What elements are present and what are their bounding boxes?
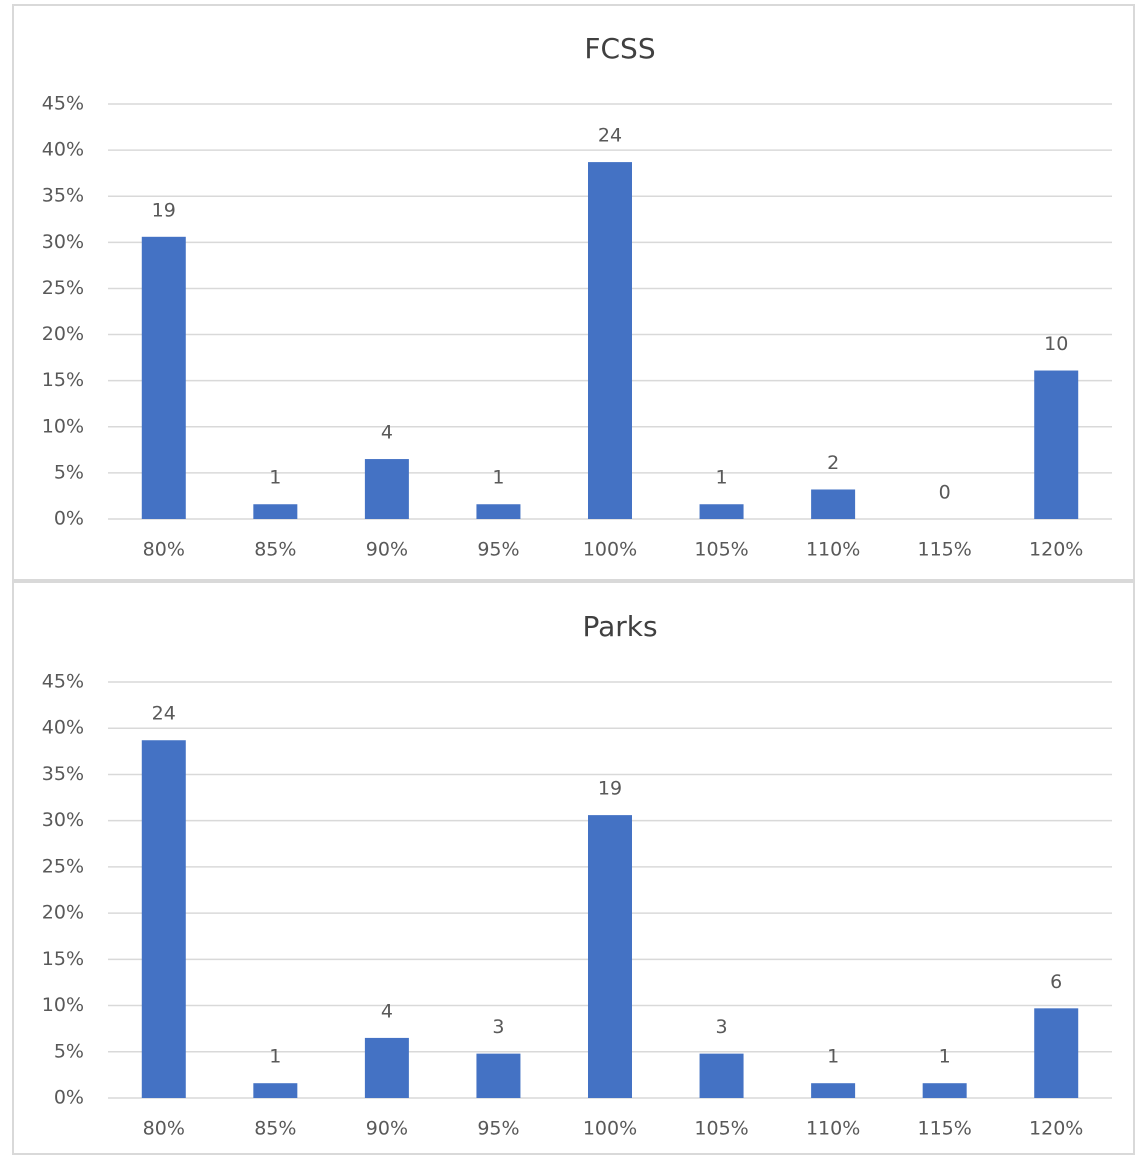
bar [141,740,186,1098]
bar [253,1083,298,1098]
bar [1034,370,1079,519]
x-tick-label: 105% [694,539,748,561]
y-tick-label: 0% [54,1087,84,1109]
y-tick-label: 10% [42,994,84,1016]
y-tick-label: 5% [54,1040,84,1062]
y-tick-label: 5% [54,461,84,483]
x-tick-label: 120% [1029,1118,1083,1140]
x-tick-label: 90% [366,539,408,561]
panel-frame [12,4,1135,581]
data-label: 1 [269,467,281,489]
chart-title: Parks [582,610,657,643]
bar [588,815,632,1098]
bar [141,236,186,520]
bar [476,504,521,519]
y-tick-label: 35% [42,185,84,207]
bar [1034,1008,1079,1098]
bar [588,162,632,519]
x-tick-label: 110% [806,1118,860,1140]
data-label: 0 [939,482,951,504]
x-tick-label: 95% [477,1118,519,1140]
y-tick-label: 30% [42,809,84,831]
x-tick-label: 85% [254,539,296,561]
y-tick-label: 40% [42,717,84,739]
data-label: 4 [381,422,393,444]
data-label: 1 [827,1046,839,1068]
data-label: 6 [1050,971,1062,993]
x-tick-label: 80% [143,539,185,561]
bar [699,1053,744,1098]
bar [364,1037,409,1098]
chart-title: FCSS [584,32,655,65]
x-tick-label: 115% [918,1118,972,1140]
data-label: 1 [939,1046,951,1068]
y-tick-label: 30% [42,231,84,253]
y-tick-label: 40% [42,139,84,161]
y-tick-label: 35% [42,763,84,785]
y-tick-label: 0% [54,508,84,530]
data-label: 2 [827,452,839,474]
y-tick-label: 15% [42,369,84,391]
data-label: 1 [492,467,504,489]
data-label: 4 [381,1000,393,1022]
bar [922,1083,967,1098]
bar [476,1053,521,1098]
y-tick-label: 20% [42,902,84,924]
y-tick-label: 20% [42,323,84,345]
x-tick-label: 120% [1029,539,1083,561]
bar [364,459,409,519]
x-tick-label: 110% [806,539,860,561]
y-tick-label: 45% [42,93,84,115]
x-tick-label: 100% [583,1118,637,1140]
x-tick-label: 115% [918,539,972,561]
y-tick-label: 25% [42,277,84,299]
x-tick-label: 80% [143,1118,185,1140]
y-tick-label: 10% [42,415,84,437]
x-tick-label: 90% [366,1118,408,1140]
y-tick-label: 15% [42,948,84,970]
x-tick-label: 95% [477,539,519,561]
data-label: 3 [492,1016,504,1038]
data-label: 24 [152,703,176,725]
bar [253,504,298,519]
x-tick-label: 100% [583,539,637,561]
data-label: 10 [1044,333,1068,355]
data-label: 24 [598,125,622,147]
data-label: 3 [716,1016,728,1038]
y-tick-label: 25% [42,855,84,877]
bar [811,489,856,519]
bar [699,504,744,519]
y-tick-label: 45% [42,671,84,693]
x-tick-label: 85% [254,1118,296,1140]
panel-frame [12,581,1135,1155]
data-label: 1 [269,1046,281,1068]
data-label: 19 [598,778,622,800]
x-tick-label: 105% [694,1118,748,1140]
data-label: 19 [152,199,176,221]
data-label: 1 [716,467,728,489]
bar [811,1083,856,1098]
